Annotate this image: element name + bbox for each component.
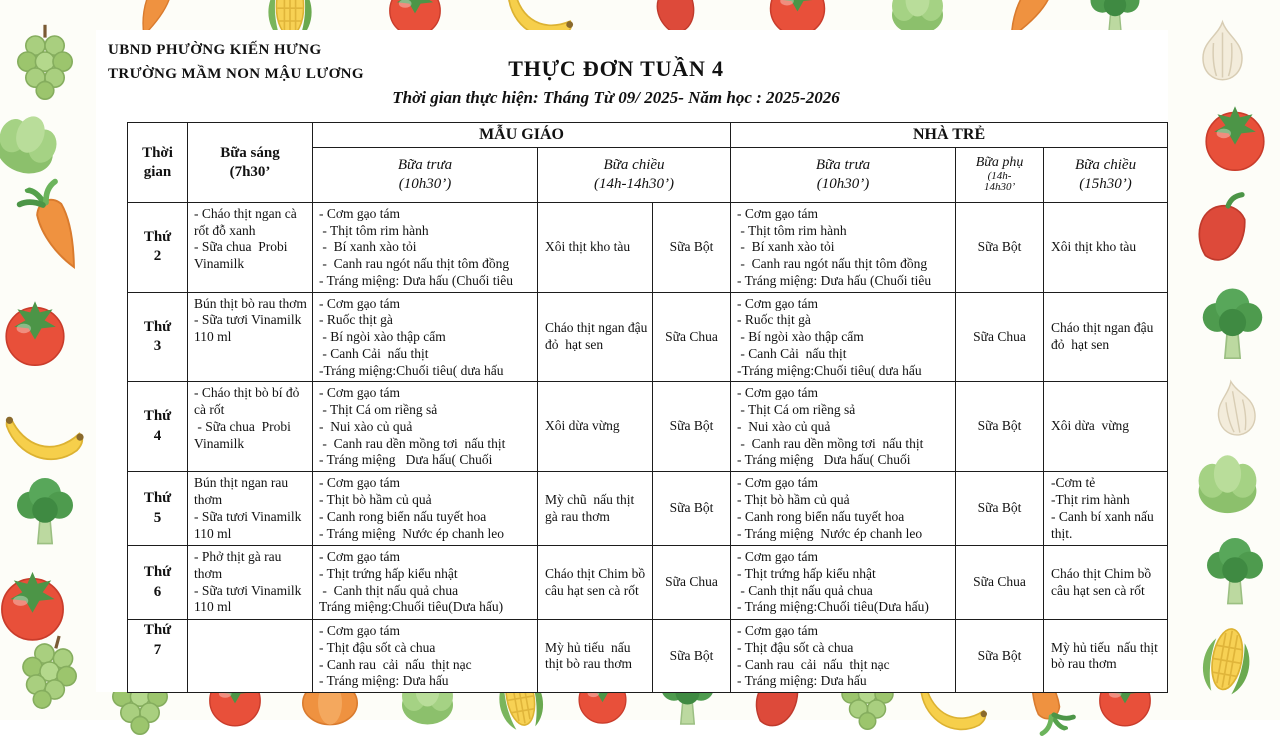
menu-table: Thời gian Bữa sáng (7h30’ MẪU GIÁO NHÀ T… [127, 122, 1169, 694]
mg-afternoon-drink-cell: Sữa Bột [651, 381, 732, 473]
nt-snack-drink-cell: Sữa Chua [955, 545, 1045, 621]
day-cell: Thứ 4 [127, 381, 188, 473]
org-header: UBND PHƯỜNG KIẾN HƯNG TRƯỜNG MẦM NON MẬU… [108, 38, 364, 86]
col-header-nt-afternoon: Bữa chiều (15h30’) [1043, 147, 1169, 203]
leafy-illustration [1198, 455, 1257, 514]
mg-lunch-cell: - Cơm gạo tám - Thịt đậu sốt cà chua - C… [312, 619, 538, 694]
pepper-illustration [1173, 178, 1271, 276]
grapes-illustration [11, 627, 87, 717]
nt-lunch-cell: - Cơm gạo tám - Thịt bò hầm củ quả - Can… [730, 471, 957, 547]
content-panel: UBND PHƯỜNG KIẾN HƯNG TRƯỜNG MẦM NON MẬU… [96, 30, 1169, 694]
mg-afternoon-drink-cell: Sữa Bột [651, 619, 732, 694]
nt-lunch-cell: - Cơm gạo tám - Thịt Cá om riềng sả - Nu… [730, 381, 957, 473]
tomato-illustration [1205, 105, 1265, 171]
nt-lunch-cell: - Cơm gạo tám - Thịt đậu sốt cà chua - C… [730, 619, 957, 694]
nt-snack-label: Bữa phụ [975, 155, 1024, 171]
nt-afternoon-cell: -Cơm tẻ -Thịt rim hành - Canh bí xanh nấ… [1043, 471, 1169, 547]
mg-afternoon-drink-cell: Sữa Chua [651, 545, 732, 621]
nt-snack-drink-cell: Sữa Chua [955, 291, 1045, 383]
mg-afternoon-drink-cell: Sữa Chua [651, 291, 732, 383]
breakfast-cell [187, 619, 313, 694]
nt-lunch-cell: - Cơm gạo tám - Thịt tôm rim hành - Bí x… [730, 202, 957, 293]
breakfast-cell: Bún thịt ngan rau thơm - Sữa tươi Vinami… [187, 471, 313, 547]
menu-row: Thứ 7 - Cơm gạo tám - Thịt đậu sốt cà ch… [127, 619, 1169, 694]
banana-illustration [4, 403, 88, 468]
menu-row: Thứ 3 Bún thịt bò rau thơm - Sữa tươi Vi… [127, 291, 1169, 383]
breakfast-cell: - Phở thịt gà rau thơm - Sữa tươi Vinami… [187, 545, 313, 621]
col-header-mg-afternoon: Bữa chiều (14h-14h30’) [536, 147, 732, 203]
day-cell: Thứ 2 [127, 202, 188, 293]
day-cell: Thứ 6 [127, 545, 188, 621]
table-sub-header-row: Bữa trưa (10h30’) Bữa chiều (14h-14h30’)… [128, 147, 1169, 203]
mg-afternoon-cell: Cháo thịt ngan đậu đỏ hạt sen [537, 291, 653, 383]
garlic-illustration [1202, 21, 1243, 81]
broccoli-illustration [1201, 287, 1264, 360]
group-header-mau-giao: MẪU GIÁO [311, 122, 732, 148]
day-cell: Thứ 3 [127, 291, 188, 383]
menu-row: Thứ 6 - Phở thịt gà rau thơm - Sữa tươi … [127, 545, 1169, 621]
nt-snack-time: (14h- 14h30’ [983, 169, 1016, 194]
nt-lunch-cell: - Cơm gạo tám - Thịt trứng hấp kiểu nhật… [730, 545, 957, 621]
org-name-line2: TRƯỜNG MẦM NON MẬU LƯƠNG [108, 66, 364, 82]
leafy-illustration [0, 107, 64, 182]
mg-afternoon-cell: Mỳ chũ nấu thịt gà rau thơm [537, 471, 653, 547]
breakfast-cell: - Cháo thịt bò bí đỏ cà rốt - Sữa chua P… [187, 381, 313, 473]
mg-afternoon-cell: Xôi thịt kho tàu [537, 202, 653, 293]
col-header-nt-lunch: Bữa trưa (10h30’) [730, 147, 957, 203]
broccoli-illustration [16, 477, 74, 545]
breakfast-cell: Bún thịt bò rau thơm - Sữa tươi Vinamilk… [187, 291, 313, 383]
nt-afternoon-cell: Xôi dừa vừng [1043, 381, 1169, 473]
col-header-breakfast: Bữa sáng (7h30’ [187, 122, 313, 203]
mg-lunch-cell: - Cơm gạo tám - Thịt tôm rim hành - Bí x… [312, 202, 538, 293]
day-cell: Thứ 7 [127, 619, 188, 694]
menu-row: Thứ 2 - Cháo thịt ngan cà rốt đỗ xanh - … [127, 202, 1169, 293]
mg-afternoon-cell: Xôi dừa vừng [537, 381, 653, 473]
menu-row: Thứ 4 - Cháo thịt bò bí đỏ cà rốt - Sữa … [127, 381, 1169, 473]
broccoli-illustration [1206, 537, 1264, 605]
nt-afternoon-cell: Cháo thịt ngan đậu đỏ hạt sen [1043, 291, 1169, 383]
col-header-nt-snack: Bữa phụ (14h- 14h30’ [955, 147, 1045, 203]
mg-afternoon-cell: Cháo thịt Chim bồ câu hạt sen cà rốt [537, 545, 653, 621]
col-header-time: Thời gian [127, 122, 188, 203]
nt-snack-drink-cell: Sữa Bột [955, 619, 1045, 694]
tomato-illustration [1, 571, 64, 641]
mg-lunch-cell: - Cơm gạo tám - Thịt Cá om riềng sả - Nu… [312, 381, 538, 473]
corn-illustration [1197, 624, 1256, 698]
grapes-illustration [16, 23, 74, 100]
nt-snack-drink-cell: Sữa Bột [955, 471, 1045, 547]
group-header-nha-tre: NHÀ TRẺ [730, 122, 1169, 148]
col-header-mg-lunch: Bữa trưa (10h30’) [312, 147, 538, 203]
menu-page: UBND PHƯỜNG KIẾN HƯNG TRƯỜNG MẦM NON MẬU… [0, 0, 1271, 720]
day-cell: Thứ 5 [127, 471, 188, 547]
nt-afternoon-cell: Cháo thịt Chim bồ câu hạt sen cà rốt [1043, 545, 1169, 621]
mg-afternoon-drink-cell: Sữa Bột [651, 471, 732, 547]
mg-afternoon-drink-cell: Sữa Bột [651, 202, 732, 293]
nt-afternoon-cell: Xôi thịt kho tàu [1043, 202, 1169, 293]
mg-afternoon-cell: Mỳ hủ tiếu nấu thịt bò rau thơm [537, 619, 653, 694]
page-subtitle: Thời gian thực hiện: Tháng Từ 09/ 2025- … [392, 88, 840, 107]
tomato-illustration [5, 300, 65, 367]
nt-afternoon-cell: Mỳ hủ tiếu nấu thịt bò rau thơm [1043, 619, 1169, 694]
page-title: THỰC ĐƠN TUẦN 4 [508, 56, 724, 81]
mg-lunch-cell: - Cơm gạo tám - Ruốc thịt gà - Bí ngòi x… [312, 291, 538, 383]
nt-snack-drink-cell: Sữa Bột [955, 381, 1045, 473]
nt-lunch-cell: - Cơm gạo tám - Ruốc thịt gà - Bí ngòi x… [730, 291, 957, 383]
org-name-line1: UBND PHƯỜNG KIẾN HƯNG [108, 42, 322, 58]
mg-lunch-cell: - Cơm gạo tám - Thịt bò hầm củ quả - Can… [312, 471, 538, 547]
mg-lunch-cell: - Cơm gạo tám - Thịt trứng hấp kiểu nhật… [312, 545, 538, 621]
table-group-header-row: Thời gian Bữa sáng (7h30’ MẪU GIÁO NHÀ T… [127, 122, 1169, 203]
breakfast-cell: - Cháo thịt ngan cà rốt đỗ xanh - Sữa ch… [187, 202, 313, 293]
nt-snack-drink-cell: Sữa Bột [955, 202, 1045, 293]
garlic-illustration [1212, 377, 1259, 439]
menu-row: Thứ 5 Bún thịt ngan rau thơm - Sữa tươi … [127, 471, 1169, 547]
